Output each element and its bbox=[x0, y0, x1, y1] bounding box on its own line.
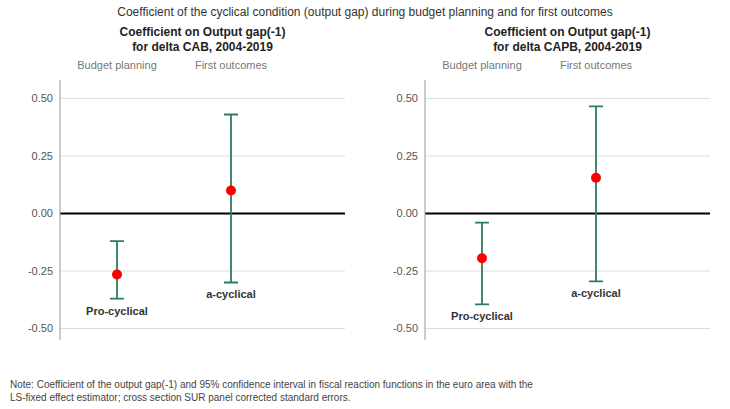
grid-line bbox=[60, 270, 345, 271]
annotation: Pro-cyclical bbox=[86, 305, 148, 317]
y-axis-line bbox=[425, 80, 426, 340]
grid-line bbox=[60, 155, 345, 156]
marks bbox=[475, 106, 603, 304]
grid-line bbox=[425, 270, 710, 271]
note-line: Note: Coefficient of the output gap(-1) … bbox=[10, 379, 533, 390]
annotation: a-cyclical bbox=[206, 288, 256, 300]
y-tick-label: 0.00 bbox=[32, 207, 53, 219]
grid bbox=[425, 98, 710, 328]
confidence-interval bbox=[475, 223, 489, 305]
y-tick-label: -0.25 bbox=[28, 265, 53, 277]
panel: Coefficient on Output gap(-1)for delta C… bbox=[28, 25, 345, 340]
zero-line bbox=[425, 212, 710, 214]
panel-title: Coefficient on Output gap(-1) bbox=[120, 25, 286, 39]
panel-subtitle: for delta CAB, 2004-2019 bbox=[132, 40, 273, 54]
category-label: Budget planning bbox=[442, 59, 522, 71]
panel-title: Coefficient on Output gap(-1) bbox=[485, 25, 651, 39]
category-label: First outcomes bbox=[560, 59, 633, 71]
y-axis-line bbox=[60, 80, 61, 340]
note-line: LS-fixed effect estimator; cross section… bbox=[10, 392, 351, 403]
confidence-interval bbox=[589, 106, 603, 281]
point bbox=[591, 173, 601, 183]
panel: Coefficient on Output gap(-1)for delta C… bbox=[393, 25, 710, 340]
grid-line bbox=[60, 98, 345, 99]
grid-line bbox=[425, 155, 710, 156]
confidence-interval bbox=[110, 241, 124, 299]
zero-line bbox=[60, 212, 345, 214]
y-tick-label: 0.00 bbox=[397, 207, 418, 219]
note: Note: Coefficient of the output gap(-1) … bbox=[10, 379, 533, 403]
marks bbox=[110, 115, 238, 299]
category-label: First outcomes bbox=[195, 59, 268, 71]
confidence-interval bbox=[224, 115, 238, 283]
point bbox=[477, 253, 487, 263]
grid-line bbox=[60, 328, 345, 329]
annotation: Pro-cyclical bbox=[451, 310, 513, 322]
grid-line bbox=[425, 328, 710, 329]
title: Coefficient of the cyclical condition (o… bbox=[117, 5, 612, 19]
grid bbox=[60, 98, 345, 328]
point bbox=[226, 185, 236, 195]
y-tick-label: -0.25 bbox=[393, 265, 418, 277]
panel-subtitle: for delta CAPB, 2004-2019 bbox=[493, 40, 642, 54]
annotation: a-cyclical bbox=[571, 287, 621, 299]
category-label: Budget planning bbox=[77, 59, 157, 71]
point bbox=[112, 269, 122, 279]
grid-line bbox=[425, 98, 710, 99]
chart: Coefficient of the cyclical condition (o… bbox=[0, 0, 730, 409]
y-tick-label: 0.25 bbox=[397, 150, 418, 162]
y-tick-label: -0.50 bbox=[393, 322, 418, 334]
y-tick-label: 0.50 bbox=[397, 92, 418, 104]
y-tick-label: -0.50 bbox=[28, 322, 53, 334]
y-tick-label: 0.25 bbox=[32, 150, 53, 162]
y-tick-label: 0.50 bbox=[32, 92, 53, 104]
